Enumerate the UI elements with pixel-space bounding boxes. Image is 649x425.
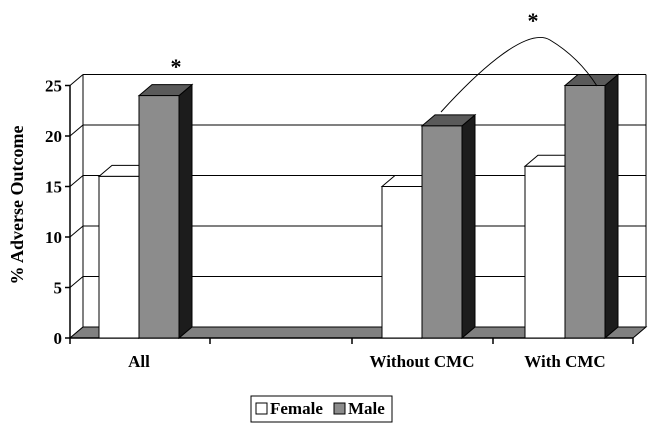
bar-front: [564, 85, 606, 339]
y-tick-label-2: 10: [45, 228, 62, 247]
annotations: **: [171, 8, 598, 113]
bar-front: [138, 95, 180, 339]
bar-front: [98, 175, 140, 339]
legend: Female Male: [250, 395, 393, 423]
bar-male-3: [563, 73, 620, 340]
bar-side: [604, 73, 619, 340]
sidewall-line-2: [69, 225, 84, 238]
bars: [97, 73, 620, 340]
bar-front: [421, 125, 463, 339]
bar-side: [461, 113, 476, 340]
legend-label-female: Female: [270, 399, 323, 418]
bar-side: [178, 83, 193, 340]
y-tick-label-4: 20: [45, 127, 62, 146]
significance-star-all: *: [171, 54, 182, 79]
legend-swatch-female: [255, 402, 268, 415]
category-label-with-cmc: With CMC: [524, 352, 605, 371]
category-label-without-cmc: Without CMC: [370, 352, 475, 371]
y-tick-label-3: 15: [45, 178, 62, 197]
y-tick-label-5: 25: [45, 77, 62, 96]
sidewall-line-4: [69, 124, 84, 137]
bar-front: [381, 186, 423, 339]
bar-front: [524, 165, 566, 339]
category-label-all: All: [128, 352, 150, 371]
y-axis-label: % Adverse Outcome: [7, 126, 27, 285]
legend-swatch-male: [333, 402, 346, 415]
legend-box: [250, 395, 393, 423]
sidewall-line-3: [69, 175, 84, 187]
bar-male-0: [137, 83, 194, 340]
y-tick-label-1: 5: [54, 279, 63, 298]
bar-male-2: [420, 113, 477, 340]
significance-star-cmc: *: [528, 8, 539, 33]
sidewall-line-5: [69, 74, 84, 86]
significance-bracket: [440, 37, 598, 113]
legend-label-male: Male: [348, 399, 385, 418]
y-tick-label-0: 0: [54, 329, 63, 348]
sidewall-line-1: [69, 276, 84, 288]
